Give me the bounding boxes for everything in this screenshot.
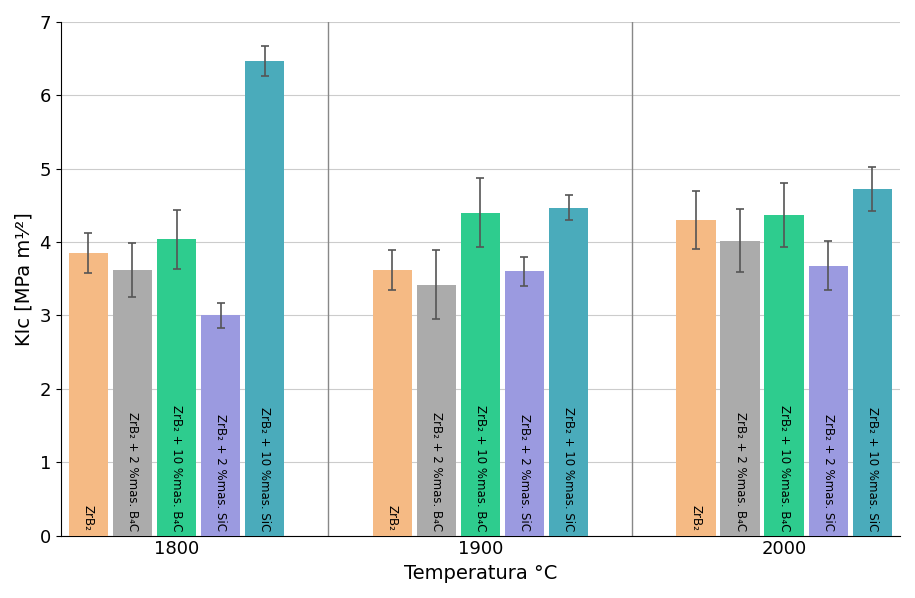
Text: ZrB₂ + 2 %mas. B₄C: ZrB₂ + 2 %mas. B₄C xyxy=(734,412,747,531)
Bar xyxy=(549,208,588,536)
Bar xyxy=(156,239,197,536)
Text: ZrB₂: ZrB₂ xyxy=(690,505,703,531)
Text: ZrB₂: ZrB₂ xyxy=(386,505,399,531)
Bar xyxy=(809,266,848,536)
X-axis label: Temperatura °C: Temperatura °C xyxy=(404,564,557,583)
Bar xyxy=(69,253,108,536)
Bar xyxy=(505,271,544,536)
Text: ZrB₂: ZrB₂ xyxy=(82,505,95,531)
Text: ZrB₂ + 10 %mas. B₄C: ZrB₂ + 10 %mas. B₄C xyxy=(778,405,791,531)
Bar xyxy=(676,220,716,536)
Text: ZrB₂ + 10 %mas. B₄C: ZrB₂ + 10 %mas. B₄C xyxy=(474,405,487,531)
Bar xyxy=(113,270,152,536)
Bar xyxy=(853,190,892,536)
Bar xyxy=(720,240,760,536)
Text: ZrB₂ + 2 %mas. B₄C: ZrB₂ + 2 %mas. B₄C xyxy=(430,412,443,531)
Bar xyxy=(201,316,241,536)
Bar xyxy=(245,61,285,536)
Bar xyxy=(460,213,501,536)
Bar xyxy=(416,285,456,536)
Text: ZrB₂ + 2 %mas. SiC: ZrB₂ + 2 %mas. SiC xyxy=(214,414,227,531)
Text: ZrB₂ + 10 %mas. SiC: ZrB₂ + 10 %mas. SiC xyxy=(866,407,878,531)
Text: ZrB₂ + 2 %mas. SiC: ZrB₂ + 2 %mas. SiC xyxy=(518,414,531,531)
Bar xyxy=(372,270,412,536)
Text: ZrB₂ + 10 %mas. SiC: ZrB₂ + 10 %mas. SiC xyxy=(258,407,271,531)
Text: ZrB₂ + 10 %mas. SiC: ZrB₂ + 10 %mas. SiC xyxy=(562,407,575,531)
Text: ZrB₂ + 2 %mas. B₄C: ZrB₂ + 2 %mas. B₄C xyxy=(126,412,139,531)
Text: ZrB₂ + 2 %mas. SiC: ZrB₂ + 2 %mas. SiC xyxy=(822,414,834,531)
Bar xyxy=(765,215,804,536)
Text: ZrB₂ + 10 %mas. B₄C: ZrB₂ + 10 %mas. B₄C xyxy=(170,405,183,531)
Y-axis label: KIc [MPa m¹⁄²]: KIc [MPa m¹⁄²] xyxy=(15,212,34,346)
